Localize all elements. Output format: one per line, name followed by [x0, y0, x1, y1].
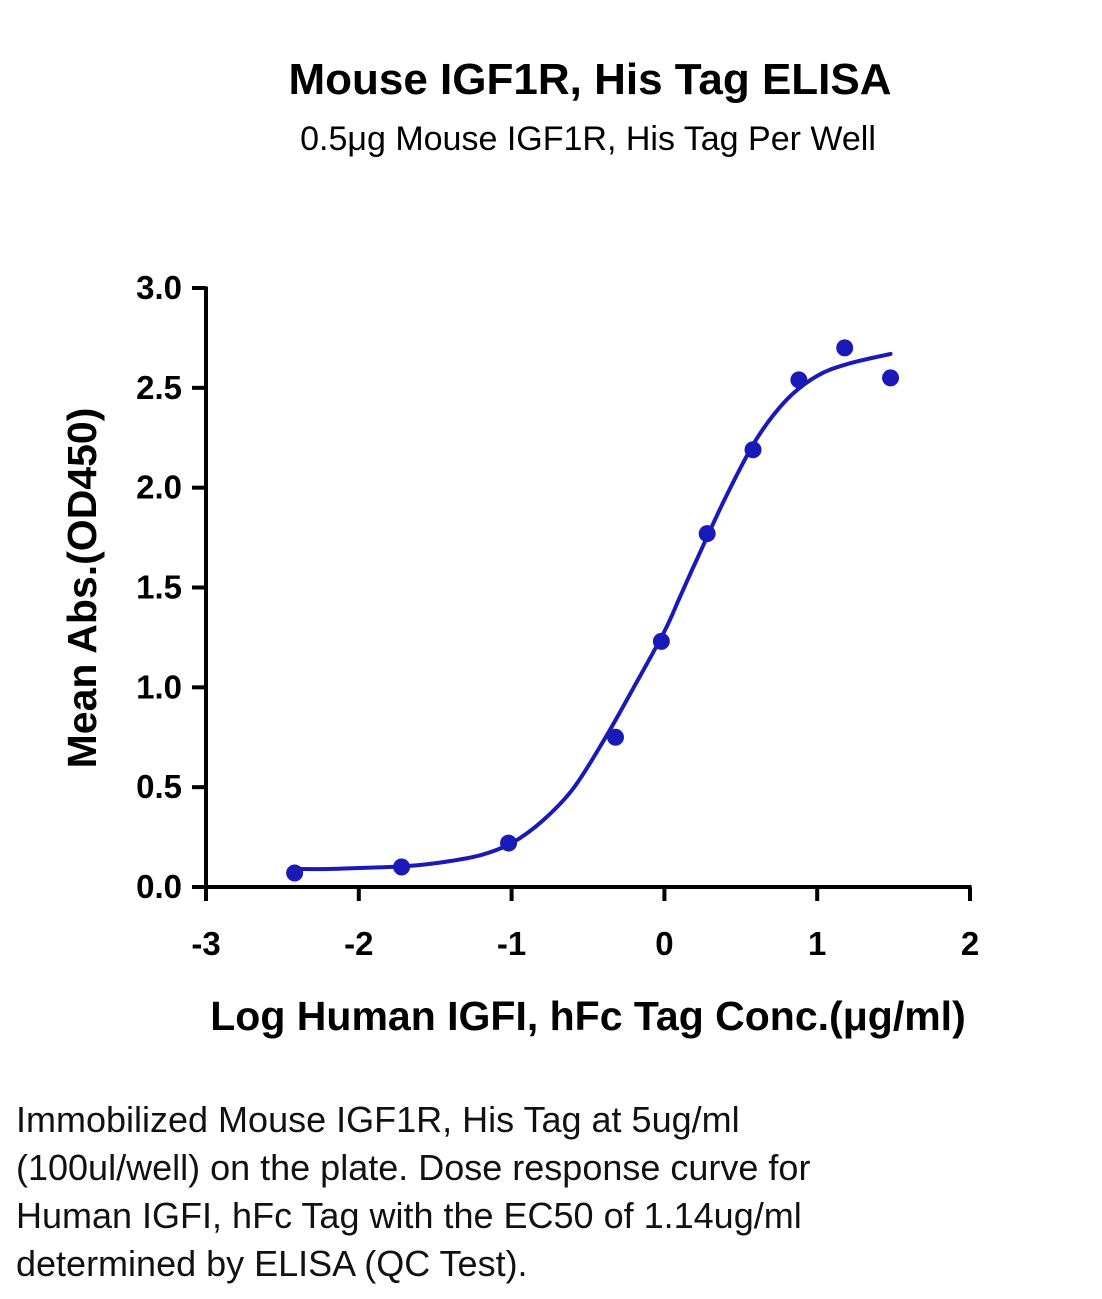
x-tick-label: 1 — [808, 925, 826, 962]
y-tick-label: 2.0 — [136, 469, 182, 506]
chart-title: Mouse IGF1R, His Tag ELISA — [288, 55, 891, 104]
chart-subtitle: 0.5μg Mouse IGF1R, His Tag Per Well — [300, 120, 876, 158]
x-tick-label: -1 — [497, 925, 526, 962]
y-tick-label: 0.5 — [136, 768, 182, 805]
y-tick-label: 3.0 — [136, 269, 182, 306]
y-tick-label: 2.5 — [136, 369, 182, 406]
x-tick-label: 0 — [655, 925, 673, 962]
data-point — [882, 369, 900, 387]
data-point — [652, 632, 670, 650]
data-point — [836, 339, 854, 357]
data-point — [744, 441, 762, 459]
data-point — [607, 728, 625, 746]
axes: 0.0 0.5 1.0 1.5 2.0 2.5 3.0 -3 -2 -1 0 1 2 — [136, 269, 979, 962]
data-point — [286, 864, 304, 882]
y-tick-label: 1.5 — [136, 569, 182, 606]
y-tick-label: 1.0 — [136, 668, 182, 705]
fit-curve-layer — [292, 351, 893, 872]
x-tick-label: -2 — [344, 925, 373, 962]
fit-curve — [292, 351, 893, 872]
data-point — [500, 834, 518, 852]
figure-caption: Immobilized Mouse IGF1R, His Tag at 5ug/… — [16, 1099, 811, 1284]
x-tick-label: 2 — [961, 925, 979, 962]
data-point — [698, 525, 716, 543]
y-axis-label: Mean Abs.(OD450) — [59, 408, 105, 769]
data-point — [790, 371, 808, 389]
data-point — [393, 858, 411, 876]
elisa-chart: Mouse IGF1R, His Tag ELISA 0.5μg Mouse I… — [59, 55, 979, 1039]
x-tick-label: -3 — [191, 925, 220, 962]
y-tick-label: 0.0 — [136, 868, 182, 905]
x-axis-label: Log Human IGFI, hFc Tag Conc.(μg/ml) — [210, 993, 965, 1039]
data-points-layer — [286, 339, 900, 882]
